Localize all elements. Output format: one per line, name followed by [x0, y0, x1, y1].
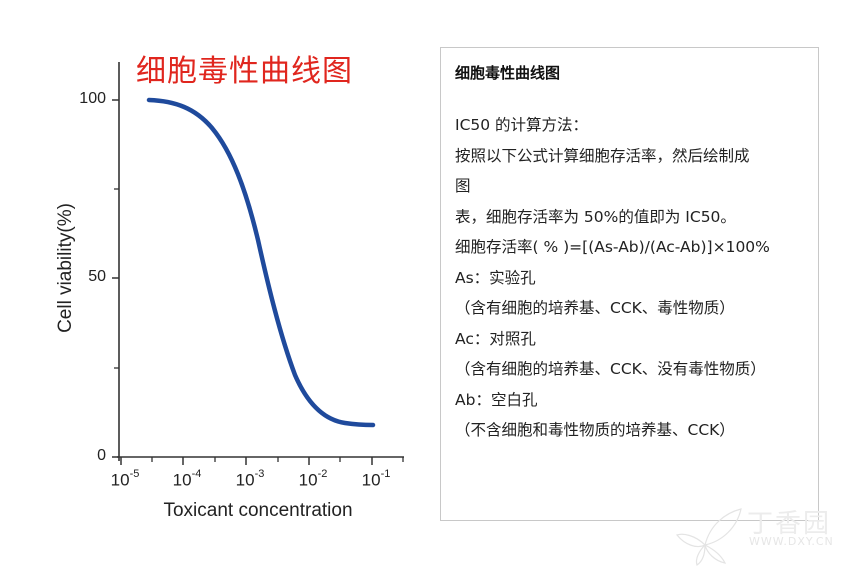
- info-line-formula: 细胞存活率( % )=[(As-Ab)/(Ac-Ab)]×100%: [455, 238, 770, 256]
- y-tick-50: 50: [88, 268, 106, 285]
- plot-area: [112, 62, 404, 465]
- leaf-logo-icon: [675, 508, 742, 566]
- y-tick-100: 100: [79, 90, 106, 107]
- info-line-as: As：实验孔: [455, 268, 536, 287]
- info-line-instructions: 按照以下公式计算细胞存活率，然后绘制成: [455, 146, 750, 165]
- x-tick-1e-5: 10-5: [110, 468, 140, 490]
- ic50-info-panel: 细胞毒性曲线图 IC50 的计算方法： 按照以下公式计算细胞存活率，然后绘制成 …: [440, 47, 819, 521]
- info-line-ab-desc: （不含细胞和毒性物质的培养基、CCK）: [455, 421, 735, 439]
- y-tick-0: 0: [97, 447, 106, 464]
- chart-title: 细胞毒性曲线图: [136, 54, 353, 89]
- x-tick-1e-1: 10-1: [361, 468, 391, 490]
- x-axis-label: Toxicant concentration: [163, 500, 353, 521]
- info-title: 细胞毒性曲线图: [455, 64, 561, 82]
- x-tick-1e-4: 10-4: [172, 468, 202, 490]
- info-line-ic50-definition: 表，细胞存活率为 50%的值即为 IC50。: [455, 207, 736, 226]
- info-line-ac-desc: （含有细胞的培养基、CCK、没有毒性物质）: [455, 360, 766, 378]
- watermark-name: 丁香园: [747, 509, 832, 539]
- info-line-ab: Ab：空白孔: [455, 390, 538, 409]
- viability-curve: [146, 97, 376, 428]
- x-tick-1e-3: 10-3: [235, 468, 265, 490]
- y-axis-label: Cell viability(%): [55, 203, 76, 333]
- cytotoxicity-chart: 细胞毒性曲线图 100 50 0 10-5 10-4 10-3 10-2 10-…: [55, 54, 404, 521]
- watermark-url: WWW.DXY.CN: [749, 535, 834, 548]
- x-tick-1e-2: 10-2: [298, 468, 328, 490]
- info-line-ac: Ac：对照孔: [455, 329, 536, 348]
- info-line-method: IC50 的计算方法：: [455, 116, 589, 134]
- info-line-as-desc: （含有细胞的培养基、CCK、毒性物质）: [455, 299, 735, 317]
- info-line-instructions-cont: 图: [455, 177, 471, 195]
